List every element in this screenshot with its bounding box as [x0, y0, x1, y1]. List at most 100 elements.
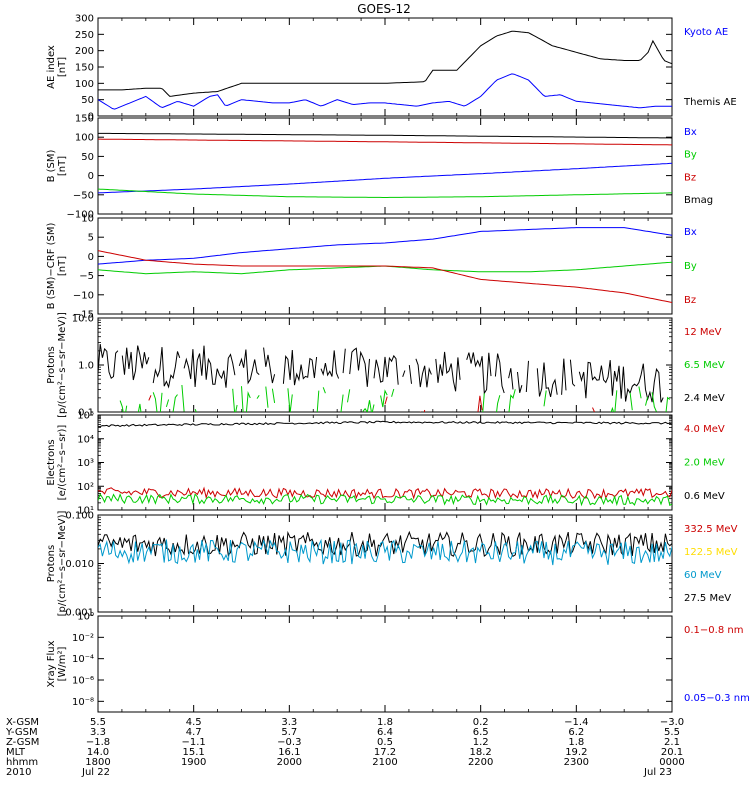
series-2-0-mev	[98, 493, 672, 507]
ephemeris-value: 0.2	[473, 717, 489, 728]
y-tick-label: −100	[67, 210, 94, 221]
ephemeris-row-label: Y-GSM	[5, 727, 38, 738]
panel-b_diff: −15 −10 −5 0 5 10 B (SM)−CRF (SM)[nT] Bx By Bz	[46, 214, 697, 321]
y-tick-label: 0.001	[65, 608, 94, 619]
y-tick-label: 300	[75, 14, 94, 25]
y-tick-label: 150	[75, 114, 94, 125]
y-tick-label: 1.0	[78, 361, 94, 372]
y-tick-label: 5	[88, 233, 94, 244]
series-kyoto-ae	[98, 73, 672, 110]
series-bz	[98, 250, 672, 303]
ephemeris-value: 3.3	[90, 727, 106, 738]
legend-entry: 332.5 MeV	[684, 524, 738, 535]
legend-entry: 4.0 MeV	[684, 424, 725, 435]
y-tick-label: 10³	[77, 458, 94, 469]
ephemeris-value: 20.1	[661, 747, 683, 758]
ephemeris-value: 2.1	[664, 737, 680, 748]
legend-entry: Bx	[684, 127, 697, 138]
ephemeris-value: −1.1	[182, 737, 206, 748]
ephemeris-row-label: 2010	[6, 767, 31, 778]
series-group	[98, 344, 672, 412]
y-tick-label: 0.010	[65, 559, 94, 570]
ephemeris-value: 1900	[181, 757, 206, 768]
y-tick-label: 0	[88, 171, 94, 182]
legend-entry: Bmag	[684, 195, 713, 206]
series-themis-ae	[98, 30, 672, 97]
legend-entry: 0.6 MeV	[684, 491, 725, 502]
legend-entry: By	[684, 261, 697, 272]
y-tick-label: −15	[73, 310, 94, 321]
ephemeris-value: 1.8	[377, 717, 393, 728]
ephemeris-value: 0.5	[377, 737, 393, 748]
y-tick-label: 10⁻⁴	[72, 654, 94, 665]
panel-frame	[97, 514, 673, 613]
y-tick-label: 10¹	[77, 506, 94, 517]
legend-entry: 60 MeV	[684, 570, 722, 581]
panel-frame	[97, 17, 673, 117]
y-tick-label: 100	[75, 79, 94, 90]
y-tick-label: 10	[81, 214, 94, 225]
chart-title: GOES-12	[357, 2, 411, 16]
y-tick-label: 100	[75, 133, 94, 144]
series-bmag	[98, 132, 672, 139]
legend-entry: Bz	[684, 172, 696, 183]
y-tick-label: 10⁵	[77, 411, 94, 422]
panel-protons_low: 0.1 1.0 10.0 Protons[p/(cm²−s−sr−MeV)] 12 Me…	[46, 312, 725, 419]
legend-entry: 6.5 MeV	[684, 360, 725, 371]
y-tick-label: 0	[88, 252, 94, 263]
y-axis-label: Protons[p/(cm²−s−sr−MeV)]	[46, 312, 68, 418]
series-group	[98, 227, 672, 303]
ephemeris-value: 2100	[372, 757, 397, 768]
ephemeris-value: 6.2	[568, 727, 584, 738]
ephemeris-value: 3.3	[281, 717, 297, 728]
legend-entry: 27.5 MeV	[684, 593, 731, 604]
ephemeris-value: 18.2	[470, 747, 492, 758]
ephemeris-row-label: X-GSM	[6, 717, 39, 728]
ephemeris-value: 1.8	[568, 737, 584, 748]
ephemeris-table: X-GSMY-GSMZ-GSMMLThhmm20105.53.3−1.814.0…	[5, 717, 685, 778]
y-tick-label: −10	[73, 290, 94, 301]
ephemeris-value: 16.1	[278, 747, 300, 758]
ephemeris-value: 15.1	[183, 747, 205, 758]
ephemeris-value: 2300	[564, 757, 589, 768]
ephemeris-value: 2200	[468, 757, 493, 768]
ephemeris-value: −3.0	[660, 717, 684, 728]
series-group	[98, 530, 672, 566]
series-by	[98, 188, 672, 198]
panel-protons_high: 0.001 0.010 0.100Protons[p/(cm²−s−sr−MeV)]…	[46, 510, 738, 618]
y-tick-label: 10⁻⁸	[72, 697, 94, 708]
series-bz	[98, 138, 672, 146]
y-tick-label: −5	[79, 271, 94, 282]
ephemeris-row-label: hhmm	[6, 757, 38, 768]
ephemeris-value: −1.4	[564, 717, 588, 728]
y-axis-label: Xray Flux[W/m²]	[46, 640, 68, 687]
ephemeris-value: 2000	[277, 757, 302, 768]
ephemeris-value: 17.2	[374, 747, 396, 758]
y-axis-label: B (SM)−CRF (SM)[nT]	[46, 222, 68, 309]
ephemeris-value: 5.7	[281, 727, 297, 738]
y-tick-label: 50	[81, 95, 94, 106]
ephemeris-value: 1800	[85, 757, 110, 768]
ephemeris-value: 19.2	[565, 747, 587, 758]
legend-entry: Kyoto AE	[684, 27, 728, 38]
y-tick-label: 250	[75, 30, 94, 41]
panel-b_sm: −100 −50 0 50 100 150 B (SM)[nT] Bx By Bz Bmag	[46, 114, 713, 221]
y-axis-label: B (SM)[nT]	[46, 149, 68, 182]
series-group	[98, 420, 672, 507]
ephemeris-value: 4.5	[186, 717, 202, 728]
y-tick-label: 10.0	[72, 314, 94, 325]
ephemeris-value: 5.5	[90, 717, 106, 728]
y-tick-label: 10⁻⁶	[72, 676, 94, 687]
ephemeris-value: Jul 22	[81, 767, 110, 778]
ephemeris-row-label: MLT	[6, 747, 26, 758]
legend-entry: 0.05−0.3 nm	[684, 693, 750, 704]
ephemeris-value: 14.0	[87, 747, 109, 758]
ephemeris-value: 1.2	[473, 737, 489, 748]
series-bx	[98, 162, 672, 194]
ephemeris-row-label: Z-GSM	[6, 737, 39, 748]
y-tick-label: 150	[75, 63, 94, 74]
ephemeris-value: 0000	[659, 757, 684, 768]
panel-frame	[97, 117, 673, 215]
series-by	[98, 261, 672, 275]
